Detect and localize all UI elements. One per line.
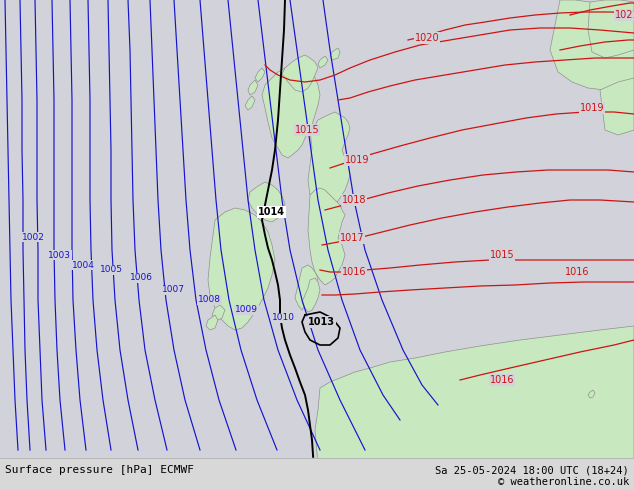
Text: 1002: 1002	[22, 232, 45, 242]
Text: 1019: 1019	[345, 155, 370, 165]
Text: 1016: 1016	[490, 375, 515, 385]
Polygon shape	[248, 182, 285, 222]
Polygon shape	[295, 265, 318, 310]
Polygon shape	[308, 188, 345, 285]
Polygon shape	[208, 208, 275, 330]
Polygon shape	[330, 48, 340, 60]
Polygon shape	[248, 80, 258, 95]
Polygon shape	[212, 305, 225, 320]
Polygon shape	[255, 68, 265, 82]
Polygon shape	[588, 390, 595, 398]
Text: 1014: 1014	[258, 207, 285, 217]
Text: 1004: 1004	[72, 261, 95, 270]
Polygon shape	[588, 0, 634, 58]
Polygon shape	[302, 278, 320, 312]
Text: 1020: 1020	[415, 33, 439, 43]
Polygon shape	[308, 112, 350, 215]
Polygon shape	[318, 56, 328, 68]
Text: 1017: 1017	[340, 233, 365, 243]
Polygon shape	[262, 62, 320, 158]
Text: Sa 25-05-2024 18:00 UTC (18+24): Sa 25-05-2024 18:00 UTC (18+24)	[436, 465, 629, 475]
Text: 1018: 1018	[342, 195, 366, 205]
Text: 1019: 1019	[580, 103, 604, 113]
Text: 1005: 1005	[100, 266, 123, 274]
Text: 1015: 1015	[295, 125, 320, 135]
Text: 1007: 1007	[162, 286, 185, 294]
Bar	[0, 458, 634, 490]
Text: 1021: 1021	[615, 10, 634, 20]
Text: 1013: 1013	[308, 317, 335, 327]
Text: 1016: 1016	[342, 267, 366, 277]
Text: 1015: 1015	[490, 250, 515, 260]
Text: 1010: 1010	[272, 314, 295, 322]
Text: 1008: 1008	[198, 295, 221, 304]
Text: © weatheronline.co.uk: © weatheronline.co.uk	[498, 477, 629, 487]
Text: 1016: 1016	[565, 267, 590, 277]
Polygon shape	[550, 0, 634, 90]
Text: 1003: 1003	[48, 250, 71, 260]
Polygon shape	[282, 55, 318, 92]
Polygon shape	[315, 326, 634, 490]
Polygon shape	[600, 78, 634, 135]
Text: 1009: 1009	[235, 305, 258, 315]
Polygon shape	[245, 96, 255, 110]
Polygon shape	[206, 315, 218, 330]
Text: 1006: 1006	[130, 273, 153, 283]
Text: Surface pressure [hPa] ECMWF: Surface pressure [hPa] ECMWF	[5, 465, 194, 475]
